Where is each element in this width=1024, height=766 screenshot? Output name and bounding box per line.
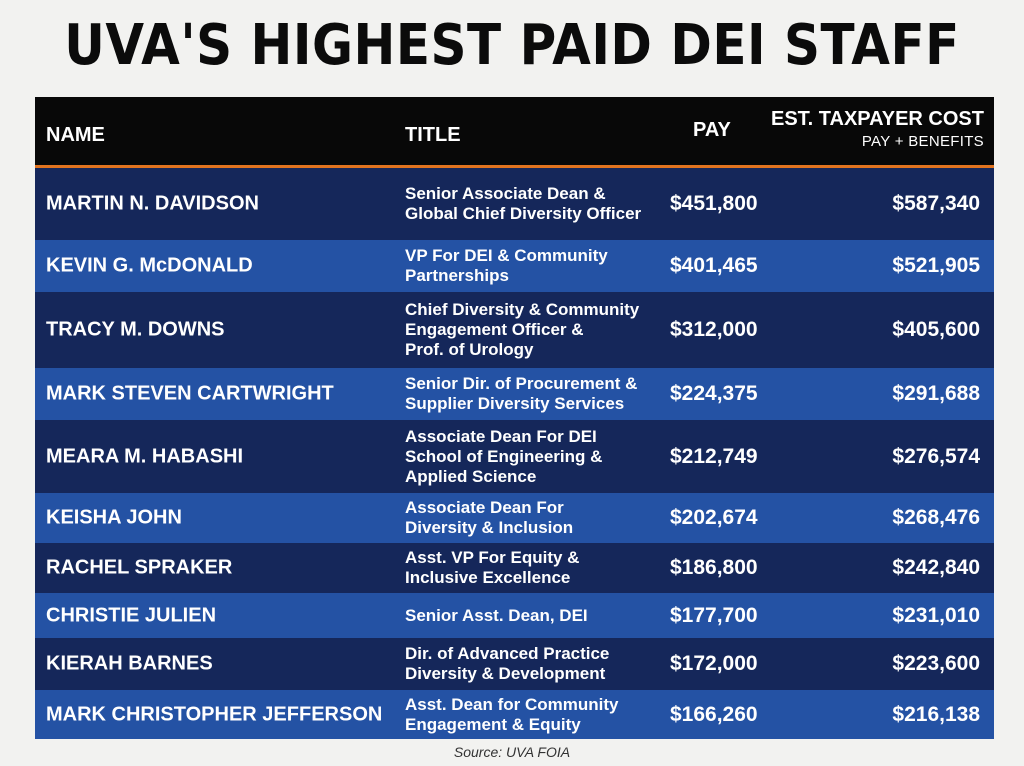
table-row: CHRISTIE JULIEN Senior Asst. Dean, DEI $17… [35, 593, 994, 638]
row-pay: $451,800 [670, 192, 758, 215]
row-pay: $166,260 [670, 702, 758, 726]
column-header-title: TITLE [405, 124, 461, 146]
table-row: MARK CHRISTOPHER JEFFERSON Asst. Dean for… [35, 690, 994, 739]
row-title-line: Associate Dean For [405, 498, 564, 517]
row-title: Dir. of Advanced Practice Diversity & Dev… [405, 644, 680, 684]
row-cost: $587,340 [892, 192, 980, 215]
row-title-line: Inclusive Excellence [405, 568, 571, 587]
row-title: Senior Associate Dean & Global Chief Dive… [405, 184, 680, 224]
column-header-cost-label: EST. TAXPAYER COST [770, 108, 984, 130]
table-row: MEARA M. HABASHI Associate Dean For DEI Sc… [35, 420, 994, 493]
column-header-pay: PAY [693, 119, 731, 141]
row-title-line: Asst. VP For Equity & [405, 548, 580, 567]
row-title-line: Senior Asst. Dean, DEI [405, 605, 588, 625]
row-title-line: Senior Dir. of Procurement & [405, 374, 638, 393]
row-cost: $291,688 [892, 382, 980, 405]
row-title-line: VP For DEI & Community [405, 246, 608, 265]
row-name: RACHEL SPRAKER [46, 556, 233, 579]
row-title: Associate Dean For Diversity & Inclusion [405, 498, 680, 538]
row-name: CHRISTIE JULIEN [46, 604, 217, 626]
row-title-line: Prof. of Urology [405, 340, 534, 359]
row-title-line: Chief Diversity & Community [405, 300, 640, 319]
row-name: KIERAH BARNES [46, 652, 213, 675]
source-note: Source: UVA FOIA [453, 744, 571, 760]
row-title: Asst. VP For Equity & Inclusive Excellenc… [405, 548, 680, 588]
row-cost: $231,010 [892, 603, 980, 627]
row-name: MARTIN N. DAVIDSON [46, 192, 259, 215]
row-name: MEARA M. HABASHI [46, 445, 244, 467]
row-title: Asst. Dean for Community Engagement & Equ… [405, 695, 680, 735]
row-title-line: Global Chief Diversity Officer [405, 204, 642, 223]
row-title-line: Associate Dean For DEI [405, 426, 597, 446]
table-body: MARTIN N. DAVIDSON Senior Associate Dean … [35, 168, 994, 739]
row-title-line: Dir. of Advanced Practice [405, 644, 610, 663]
table-row: KIERAH BARNES Dir. of Advanced Practice Di… [35, 638, 994, 690]
table-row: KEISHA JOHN Associate Dean For Diversity &… [35, 493, 994, 543]
row-title: Senior Asst. Dean, DEI [405, 606, 680, 626]
row-title: Chief Diversity & Community Engagement Of… [405, 300, 680, 360]
row-pay: $224,375 [670, 382, 758, 405]
row-title-line: School of Engineering & [405, 446, 603, 466]
row-pay: $172,000 [670, 652, 758, 675]
row-cost: $276,574 [892, 444, 980, 468]
row-pay: $212,749 [670, 444, 758, 468]
row-title: Senior Dir. of Procurement & Supplier Div… [405, 374, 680, 414]
row-title-line: Asst. Dean for Community [405, 694, 619, 714]
column-header-name: NAME [46, 124, 105, 146]
table-row: MARTIN N. DAVIDSON Senior Associate Dean … [35, 168, 994, 240]
row-cost: $223,600 [892, 652, 980, 675]
table-row: KEVIN G. McDONALD VP For DEI & Community P… [35, 240, 994, 292]
headline: UVA'S HIGHEST PAID DEI STAFF [64, 12, 960, 78]
row-pay: $186,800 [670, 556, 758, 579]
row-name: MARK STEVEN CARTWRIGHT [46, 382, 334, 405]
row-pay: $312,000 [670, 318, 758, 341]
salary-table: NAME TITLE PAY EST. TAXPAYER COST PAY + … [35, 97, 994, 739]
row-pay: $202,674 [670, 506, 758, 529]
row-title-line: Engagement Officer & [405, 320, 584, 339]
row-title-line: Engagement & Equity [405, 714, 581, 734]
row-title: VP For DEI & Community Partnerships [405, 246, 680, 286]
table-row: MARK STEVEN CARTWRIGHT Senior Dir. of Pro… [35, 368, 994, 420]
table-row: TRACY M. DOWNS Chief Diversity & Communit… [35, 292, 994, 368]
row-pay: $401,465 [670, 254, 758, 277]
row-cost: $405,600 [892, 318, 980, 341]
row-title: Associate Dean For DEI School of Engineer… [405, 427, 680, 487]
row-cost: $268,476 [892, 506, 980, 529]
row-title-line: Diversity & Inclusion [405, 518, 574, 537]
row-pay: $177,700 [670, 603, 758, 627]
row-cost: $242,840 [892, 556, 980, 579]
table-header: NAME TITLE PAY EST. TAXPAYER COST PAY + … [35, 97, 994, 168]
row-name: KEISHA JOHN [46, 506, 182, 529]
row-title-line: Senior Associate Dean & [405, 184, 606, 203]
row-title-line: Partnerships [405, 266, 509, 285]
row-name: KEVIN G. McDONALD [46, 254, 253, 277]
row-title-line: Diversity & Development [405, 664, 606, 683]
row-name: TRACY M. DOWNS [46, 318, 225, 341]
column-header-cost: EST. TAXPAYER COST PAY + BENEFITS [771, 108, 984, 150]
row-title-line: Applied Science [405, 466, 537, 486]
row-title-line: Supplier Diversity Services [405, 394, 625, 413]
column-header-cost-sublabel: PAY + BENEFITS [861, 133, 984, 150]
table-row: RACHEL SPRAKER Asst. VP For Equity & Inclu… [35, 543, 994, 593]
row-name: MARK CHRISTOPHER JEFFERSON [46, 703, 383, 725]
row-cost: $216,138 [892, 702, 980, 726]
row-cost: $521,905 [892, 254, 980, 277]
